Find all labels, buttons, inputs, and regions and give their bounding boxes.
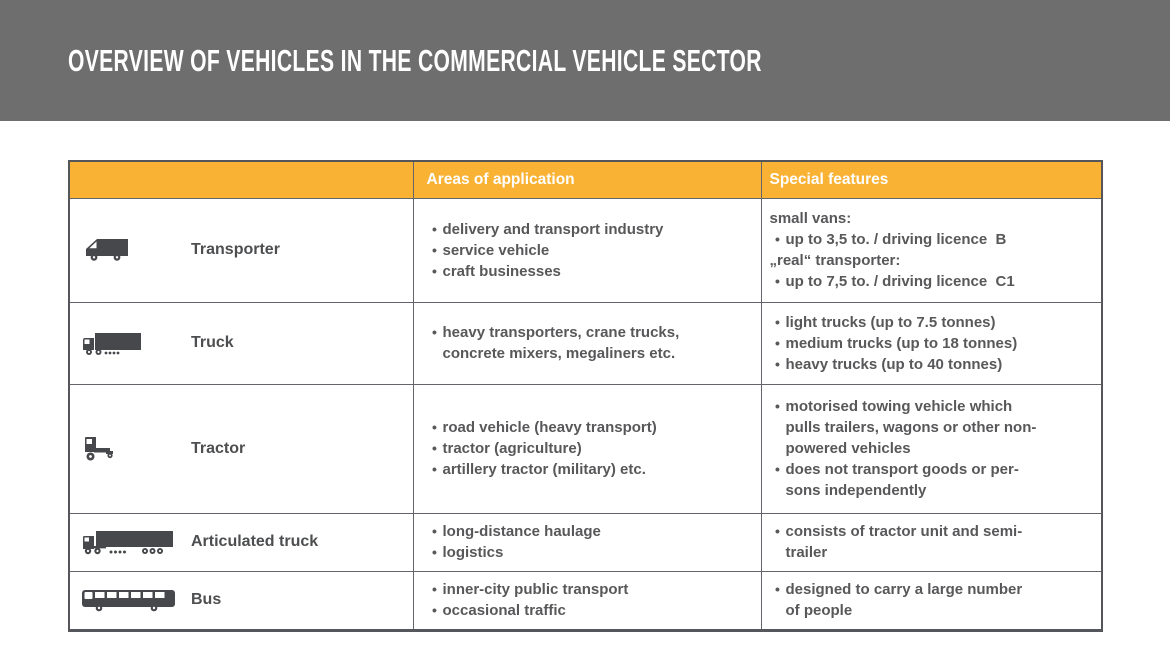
- vehicle-name: Tractor: [191, 439, 246, 457]
- bullet-text: occasional traffic: [442, 602, 566, 619]
- page-title: OVERVIEW OF VEHICLES IN THE COMMERCIAL V…: [68, 42, 762, 78]
- bullet-text: does not transport goods or per- sons in…: [785, 461, 1019, 499]
- bullet-text: tractor (agriculture): [442, 440, 582, 457]
- bullet-item: logistics: [427, 542, 755, 563]
- bullet-text: consists of tractor unit and semi- trail…: [785, 523, 1023, 561]
- areas-cell: inner-city public transport occasional t…: [412, 570, 762, 631]
- bullet-item: tractor (agriculture): [427, 438, 755, 459]
- areas-cell: long-distance haulage logistics: [412, 512, 762, 572]
- bullet-item: craft businesses: [427, 261, 755, 282]
- bullet-item: road vehicle (heavy transport): [427, 417, 755, 438]
- bullet-item: inner-city public transport: [427, 579, 755, 600]
- bullet-text: inner-city public transport: [442, 581, 629, 598]
- bullet-item: heavy transporters, crane trucks, concre…: [427, 322, 755, 364]
- box-truck-icon: [81, 328, 191, 358]
- bullet-item: artillery tractor (military) etc.: [427, 459, 755, 480]
- bullet-text: up to 3,5 to. / driving licence B: [785, 231, 1007, 248]
- tractor-unit-icon: [81, 434, 191, 464]
- bullet-item: up to 7,5 to. / driving licence C1: [770, 271, 1096, 292]
- table-row-truck: Truck heavy transporters, crane trucks, …: [68, 301, 1103, 385]
- table-header-row: Areas of application Special features: [68, 160, 1103, 199]
- bullet-text: heavy trucks (up to 40 tonnes): [785, 355, 1003, 373]
- features-cell: small vans: up to 3,5 to. / driving lice…: [760, 197, 1103, 303]
- bullet-text: designed to carry a large number of peop…: [785, 581, 1023, 619]
- bullet-text: heavy transporters, crane trucks, concre…: [442, 324, 680, 362]
- feature-line: „real“ transporter:: [770, 250, 1096, 271]
- bullet-item: heavy trucks (up to 40 tonnes): [770, 354, 1096, 375]
- vehicle-cell: Truck: [68, 301, 414, 385]
- bullet-item: motorised towing vehicle which pulls tra…: [770, 396, 1096, 459]
- table-row-bus: Bus inner-city public transport occasion…: [68, 570, 1103, 631]
- header-special-features: Special features: [760, 160, 1103, 199]
- bullet-item: delivery and transport industry: [427, 219, 755, 240]
- bullet-text: long-distance haulage: [442, 523, 601, 540]
- table-row-tractor: Tractor road vehicle (heavy transport) t…: [68, 383, 1103, 514]
- areas-cell: road vehicle (heavy transport) tractor (…: [412, 383, 762, 514]
- features-cell: designed to carry a large number of peop…: [760, 570, 1103, 631]
- bullet-item: designed to carry a large number of peop…: [770, 579, 1096, 621]
- van-icon: [81, 236, 191, 264]
- feature-line: small vans:: [770, 208, 1096, 229]
- bullet-text: artillery tractor (military) etc.: [442, 461, 646, 478]
- page: OVERVIEW OF VEHICLES IN THE COMMERCIAL V…: [0, 0, 1170, 632]
- features-cell: light trucks (up to 7.5 tonnes) medium t…: [760, 301, 1103, 385]
- bullet-text: medium trucks (up to 18 tonnes): [785, 334, 1018, 352]
- header-areas-of-application: Areas of application: [412, 160, 762, 199]
- bullet-text: road vehicle (heavy transport): [442, 419, 657, 436]
- bullet-item: medium trucks (up to 18 tonnes): [770, 333, 1096, 354]
- bullet-item: service vehicle: [427, 240, 755, 261]
- areas-cell: heavy transporters, crane trucks, concre…: [412, 301, 762, 385]
- title-band: OVERVIEW OF VEHICLES IN THE COMMERCIAL V…: [0, 0, 1170, 121]
- vehicle-name: Transporter: [191, 241, 280, 258]
- bullet-item: does not transport goods or per- sons in…: [770, 459, 1096, 501]
- bullet-text: motorised towing vehicle which pulls tra…: [785, 398, 1037, 457]
- features-cell: consists of tractor unit and semi- trail…: [760, 512, 1103, 572]
- header-vehicle-cell: [68, 160, 414, 199]
- vehicle-name: Truck: [191, 334, 234, 351]
- feature-text: „real“ transporter:: [769, 252, 901, 269]
- table-row-transporter: Transporter delivery and transport indus…: [68, 197, 1103, 303]
- bullet-item: consists of tractor unit and semi- trail…: [770, 521, 1096, 563]
- feature-text: small vans:: [769, 210, 852, 227]
- bullet-text: logistics: [442, 544, 504, 561]
- semi-trailer-truck-icon: [81, 527, 191, 557]
- bus-icon: [81, 587, 191, 613]
- vehicle-cell: Articulated truck: [68, 512, 414, 572]
- vehicle-name: Articulated truck: [191, 533, 319, 550]
- features-cell: motorised towing vehicle which pulls tra…: [760, 383, 1103, 514]
- areas-cell: delivery and transport industry service …: [412, 197, 762, 303]
- bullet-item: occasional traffic: [427, 600, 755, 621]
- vehicle-cell: Bus: [68, 570, 414, 631]
- bullet-text: up to 7,5 to. / driving licence C1: [785, 273, 1015, 290]
- bullet-text: delivery and transport industry: [442, 220, 664, 238]
- bullet-item: up to 3,5 to. / driving licence B: [770, 229, 1096, 250]
- bullet-text: service vehicle: [442, 241, 550, 259]
- bullet-text: craft businesses: [442, 262, 561, 280]
- table-row-articulated-truck: Articulated truck long-distance haulage …: [68, 512, 1103, 572]
- bullet-item: light trucks (up to 7.5 tonnes): [770, 312, 1096, 333]
- bullet-item: long-distance haulage: [427, 521, 755, 542]
- bullet-text: light trucks (up to 7.5 tonnes): [785, 313, 996, 331]
- vehicle-table-wrap: Areas of application Special features: [68, 160, 1170, 632]
- vehicle-cell: Tractor: [68, 383, 414, 514]
- vehicle-table: Areas of application Special features: [68, 160, 1103, 632]
- vehicle-name: Bus: [191, 591, 222, 608]
- vehicle-cell: Transporter: [68, 197, 414, 303]
